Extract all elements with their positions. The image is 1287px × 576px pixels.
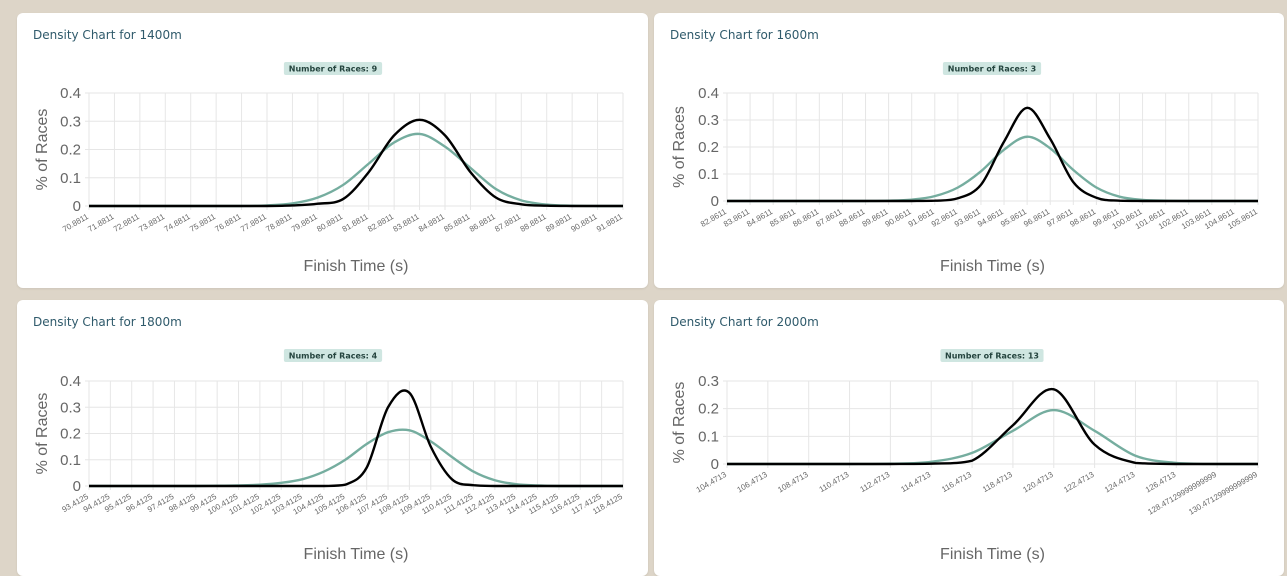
y-tick-label: 0 [73, 478, 81, 495]
races-badge [283, 62, 383, 75]
density-chart-1800m: Number of Races: 493.412594.412595.41259… [34, 349, 624, 563]
card-title: Density Chart for 2000m [670, 315, 819, 329]
y-tick-label: 0.1 [60, 452, 81, 469]
x-tick-label: 106.4713 [735, 470, 769, 495]
y-tick-label: 0.3 [698, 112, 719, 129]
y-tick-label: 0.3 [60, 399, 81, 416]
y-tick-label: 0.3 [60, 113, 81, 130]
x-tick-label: 72.8811 [112, 212, 142, 234]
x-tick-label: 114.4713 [899, 470, 932, 494]
x-tick-label: 80.8811 [315, 212, 345, 234]
series-line-actual [89, 389, 623, 488]
x-tick-label: 87.8811 [493, 212, 523, 234]
x-tick-label: 85.8811 [442, 212, 472, 234]
x-tick-label: 116.4713 [940, 470, 973, 494]
x-tick-label: 81.8811 [341, 212, 371, 234]
y-tick-label: 0 [711, 193, 719, 210]
x-tick-label: 120.4713 [1021, 470, 1055, 495]
races-badge-label: Number of Races: 3 [948, 65, 1036, 74]
density-card-1600m: Density Chart for 1600m Number of Races:… [654, 13, 1284, 288]
x-tick-label: 82.8811 [366, 212, 396, 234]
series-line-actual [727, 106, 1258, 203]
y-axis-title: % of Races [671, 382, 688, 464]
x-tick-label: 75.8811 [188, 212, 218, 234]
series-line-fitted [89, 428, 623, 488]
x-tick-label: 74.8811 [163, 212, 193, 234]
series-line-fitted [89, 132, 623, 208]
x-tick-label: 130.47129999999999 [1187, 470, 1259, 517]
x-tick-label: 110.4713 [818, 470, 851, 494]
y-tick-label: 0.1 [698, 166, 719, 183]
series-line-actual [727, 388, 1258, 466]
y-tick-label: 0.3 [698, 373, 719, 390]
x-tick-label: 90.8811 [570, 212, 600, 234]
y-tick-label: 0.1 [60, 170, 81, 187]
x-tick-label: 78.8811 [264, 212, 294, 234]
x-axis-title: Finish Time (s) [304, 546, 409, 563]
x-tick-label: 84.8811 [417, 212, 447, 234]
x-tick-label: 77.8811 [239, 212, 269, 234]
x-tick-label: 122.4713 [1062, 470, 1096, 495]
x-tick-label: 128.47129999999999 [1146, 470, 1218, 517]
y-tick-label: 0.2 [60, 142, 81, 159]
x-tick-label: 79.8811 [290, 212, 320, 234]
x-tick-label: 108.4713 [776, 470, 810, 495]
x-tick-label: 73.8811 [137, 212, 167, 234]
series-line-fitted [727, 408, 1258, 466]
density-card-2000m: Density Chart for 2000m Number of Races:… [654, 300, 1284, 576]
races-badge-label: Number of Races: 9 [289, 65, 378, 74]
density-card-1800m: Density Chart for 1800m Number of Races:… [17, 300, 648, 576]
x-tick-label: 86.8811 [468, 212, 498, 234]
x-tick-label: 88.8811 [519, 212, 549, 234]
x-tick-label: 91.8811 [595, 212, 625, 234]
y-tick-label: 0.2 [60, 426, 81, 443]
x-axis-title: Finish Time (s) [304, 258, 409, 275]
y-tick-label: 0 [73, 198, 81, 215]
races-badge [940, 349, 1044, 362]
y-tick-label: 0.4 [60, 85, 81, 102]
density-card-1400m: Density Chart for 1400m Number of Races:… [17, 13, 648, 288]
x-tick-label: 112.4713 [858, 470, 891, 494]
x-tick-label: 124.4713 [1103, 470, 1137, 495]
card-title: Density Chart for 1800m [33, 315, 182, 329]
x-tick-label: 118.4713 [981, 470, 1014, 494]
density-chart-1400m: Number of Races: 970.881171.881172.88117… [34, 62, 625, 275]
x-tick-label: 71.8811 [86, 212, 116, 234]
series-line-fitted [727, 135, 1258, 203]
x-tick-label: 104.4713 [695, 470, 729, 495]
x-tick-label: 76.8811 [214, 212, 244, 234]
y-tick-label: 0.4 [60, 373, 81, 390]
x-tick-label: 89.8811 [544, 212, 574, 234]
y-tick-label: 0.4 [698, 85, 719, 102]
races-badge [942, 62, 1042, 75]
y-tick-label: 0.1 [698, 428, 719, 445]
x-tick-label: 83.8811 [392, 212, 422, 234]
card-title: Density Chart for 1600m [670, 28, 819, 42]
y-tick-label: 0.2 [698, 401, 719, 418]
density-chart-1600m: Number of Races: 382.861183.861184.86118… [671, 62, 1259, 275]
races-badge-label: Number of Races: 4 [289, 352, 378, 361]
x-axis-title: Finish Time (s) [940, 258, 1045, 275]
y-axis-title: % of Races [34, 393, 51, 475]
x-tick-label: 126.4713 [1144, 470, 1178, 495]
density-chart-2000m: Number of Races: 13 104.4713 106.4713 108.4… [671, 349, 1259, 563]
y-tick-label: 0 [711, 456, 719, 473]
races-badge-label: Number of Races: 13 [945, 352, 1039, 361]
y-axis-title: % of Races [34, 109, 51, 191]
y-axis-title: % of Races [671, 106, 688, 188]
series-line-actual [89, 118, 623, 208]
card-title: Density Chart for 1400m [33, 28, 182, 42]
y-tick-label: 0.2 [698, 139, 719, 156]
races-badge [283, 349, 383, 362]
x-axis-title: Finish Time (s) [940, 546, 1045, 563]
